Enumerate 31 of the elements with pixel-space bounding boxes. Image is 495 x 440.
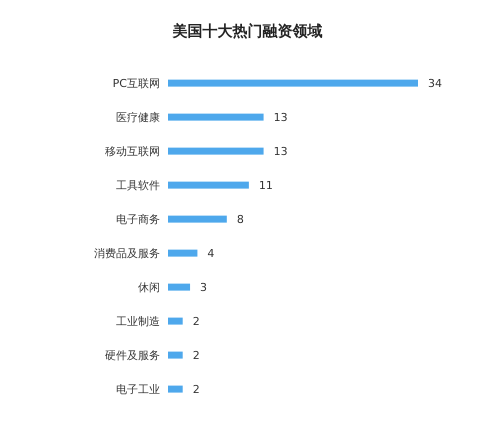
bar <box>168 216 227 223</box>
y-tick-label: 电子工业 <box>116 382 160 396</box>
bar <box>168 318 183 325</box>
bar <box>168 182 249 189</box>
data-label: 3 <box>200 281 208 294</box>
y-tick-label: 电子商务 <box>116 212 160 226</box>
chart-title: 美国十大热门融资领域 <box>172 21 324 42</box>
data-label: 4 <box>207 247 214 260</box>
data-label: 13 <box>274 145 288 158</box>
bar <box>168 148 264 155</box>
bar <box>168 386 183 393</box>
data-label: 34 <box>428 77 442 90</box>
y-tick-label: 工业制造 <box>116 314 160 328</box>
bar <box>168 80 418 87</box>
bar <box>168 352 183 359</box>
y-tick-label: 休闲 <box>138 280 160 294</box>
y-tick-label: 医疗健康 <box>116 110 160 124</box>
data-label: 2 <box>192 349 200 362</box>
data-label: 11 <box>258 179 273 192</box>
bar <box>168 250 198 257</box>
data-label: 2 <box>192 315 200 328</box>
data-label: 8 <box>236 213 244 226</box>
data-label: 13 <box>274 111 288 124</box>
data-label: 2 <box>192 383 200 396</box>
bar <box>168 284 190 291</box>
y-tick-label: PC互联网 <box>112 76 160 90</box>
y-tick-label: 工具软件 <box>116 178 160 192</box>
y-tick-label: 硬件及服务 <box>105 348 160 362</box>
bar <box>168 114 264 121</box>
y-tick-label: 消费品及服务 <box>94 246 160 260</box>
y-tick-label: 移动互联网 <box>105 144 160 158</box>
